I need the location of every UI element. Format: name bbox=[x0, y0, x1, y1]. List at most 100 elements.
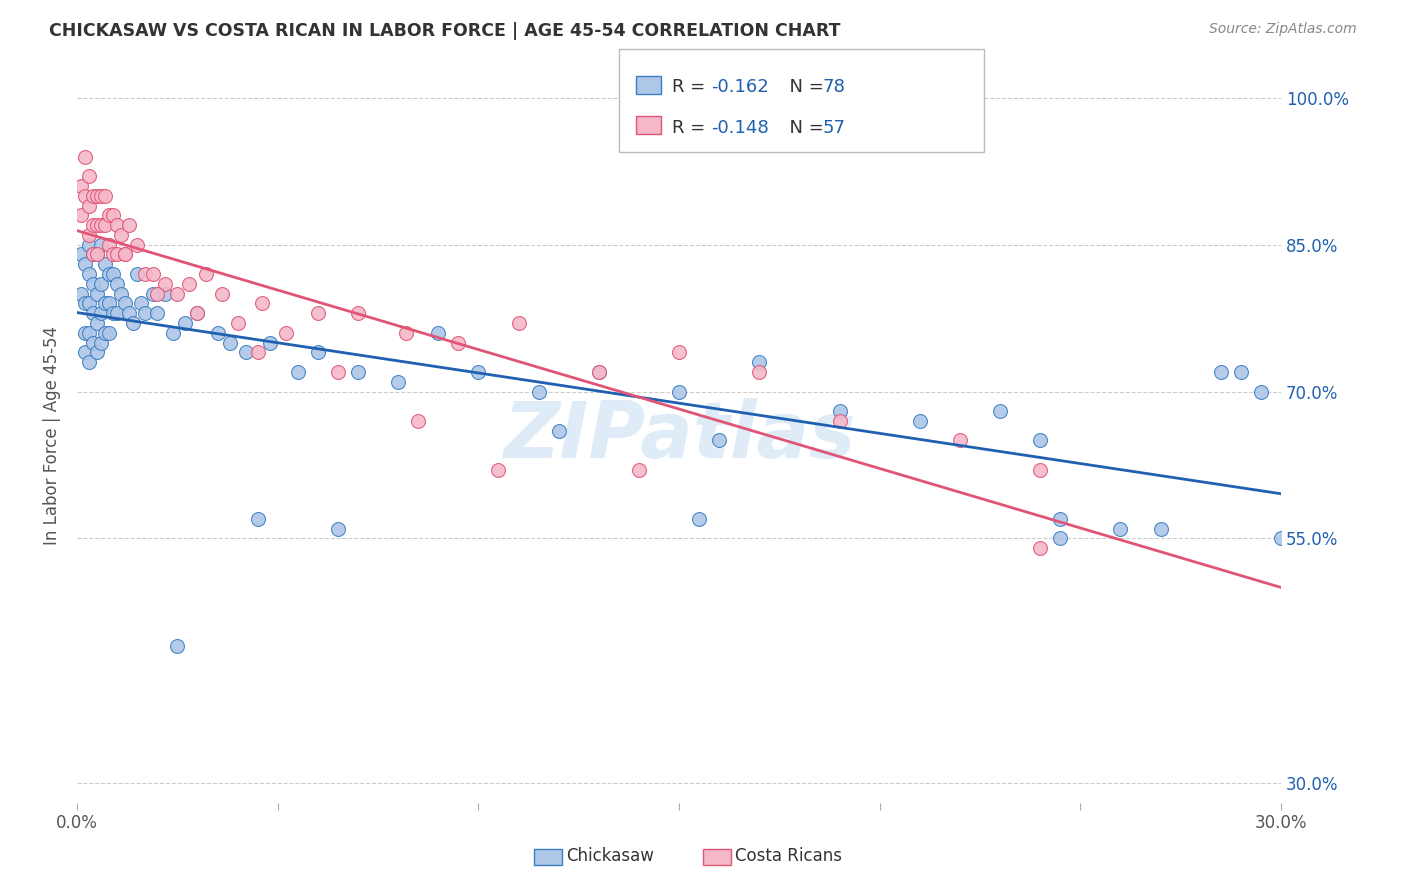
Point bbox=[488, 463, 510, 477]
Point bbox=[146, 306, 169, 320]
Point bbox=[287, 365, 309, 379]
Point bbox=[1029, 463, 1052, 477]
Point bbox=[1250, 384, 1272, 399]
Point bbox=[114, 247, 136, 261]
Point bbox=[307, 306, 329, 320]
Point bbox=[86, 247, 108, 261]
Point bbox=[127, 267, 149, 281]
Point bbox=[166, 286, 188, 301]
Point bbox=[90, 335, 112, 350]
Point bbox=[250, 296, 273, 310]
Text: Source: ZipAtlas.com: Source: ZipAtlas.com bbox=[1209, 22, 1357, 37]
Point bbox=[155, 277, 177, 291]
Point bbox=[77, 227, 100, 242]
Point bbox=[387, 375, 409, 389]
Y-axis label: In Labor Force | Age 45-54: In Labor Force | Age 45-54 bbox=[44, 326, 60, 545]
Point bbox=[246, 512, 269, 526]
Point bbox=[142, 267, 165, 281]
Point bbox=[588, 365, 610, 379]
Point bbox=[218, 335, 240, 350]
Point bbox=[105, 247, 128, 261]
Point bbox=[86, 345, 108, 359]
Point bbox=[110, 227, 132, 242]
Point bbox=[114, 296, 136, 310]
Point bbox=[527, 384, 550, 399]
Point bbox=[86, 247, 108, 261]
Point bbox=[186, 306, 208, 320]
Point bbox=[127, 237, 149, 252]
Point bbox=[1049, 512, 1071, 526]
Point bbox=[447, 335, 470, 350]
Point bbox=[98, 296, 121, 310]
Point bbox=[347, 306, 370, 320]
Text: N =: N = bbox=[778, 119, 830, 136]
Point bbox=[1109, 522, 1132, 536]
Point bbox=[988, 404, 1011, 418]
Point bbox=[1049, 532, 1071, 546]
Point bbox=[90, 188, 112, 202]
Point bbox=[94, 326, 117, 340]
Point bbox=[98, 326, 121, 340]
Point bbox=[70, 286, 93, 301]
Point bbox=[77, 237, 100, 252]
Point bbox=[82, 218, 104, 232]
Point bbox=[467, 365, 489, 379]
Point bbox=[162, 326, 184, 340]
Point bbox=[707, 434, 730, 448]
Point bbox=[105, 277, 128, 291]
Point bbox=[77, 169, 100, 184]
Point bbox=[828, 414, 851, 428]
Point bbox=[94, 188, 117, 202]
Point bbox=[508, 316, 530, 330]
Point bbox=[70, 208, 93, 222]
Point bbox=[1230, 365, 1253, 379]
Point bbox=[668, 345, 690, 359]
Point bbox=[75, 257, 97, 271]
Point bbox=[82, 188, 104, 202]
Point bbox=[166, 639, 188, 653]
Point bbox=[207, 326, 229, 340]
Point bbox=[98, 267, 121, 281]
Point bbox=[1029, 434, 1052, 448]
Point bbox=[748, 365, 770, 379]
Point bbox=[688, 512, 710, 526]
Point bbox=[226, 316, 249, 330]
Text: R =: R = bbox=[672, 78, 711, 96]
Point bbox=[82, 247, 104, 261]
Point bbox=[90, 237, 112, 252]
Point bbox=[90, 218, 112, 232]
Point bbox=[134, 306, 156, 320]
Point bbox=[326, 365, 349, 379]
Text: 78: 78 bbox=[823, 78, 845, 96]
Text: Costa Ricans: Costa Ricans bbox=[735, 847, 842, 865]
Point bbox=[427, 326, 450, 340]
Point bbox=[547, 424, 569, 438]
Point bbox=[949, 434, 972, 448]
Point bbox=[326, 522, 349, 536]
Point bbox=[828, 404, 851, 418]
Point bbox=[1270, 532, 1292, 546]
Point bbox=[77, 355, 100, 369]
Point bbox=[114, 247, 136, 261]
Point bbox=[274, 326, 297, 340]
Point bbox=[211, 286, 233, 301]
Point bbox=[155, 286, 177, 301]
Point bbox=[1149, 522, 1171, 536]
Point bbox=[627, 463, 650, 477]
Point bbox=[118, 306, 141, 320]
Text: N =: N = bbox=[778, 78, 830, 96]
Text: ZIPatlas: ZIPatlas bbox=[503, 398, 855, 474]
Point bbox=[129, 296, 152, 310]
Point bbox=[90, 306, 112, 320]
Point bbox=[307, 345, 329, 359]
Point bbox=[186, 306, 208, 320]
Point bbox=[748, 355, 770, 369]
Point bbox=[110, 286, 132, 301]
Point bbox=[179, 277, 201, 291]
Point bbox=[103, 306, 125, 320]
Point bbox=[70, 247, 93, 261]
Point bbox=[105, 218, 128, 232]
Point bbox=[134, 267, 156, 281]
Text: -0.148: -0.148 bbox=[711, 119, 769, 136]
Point bbox=[668, 384, 690, 399]
